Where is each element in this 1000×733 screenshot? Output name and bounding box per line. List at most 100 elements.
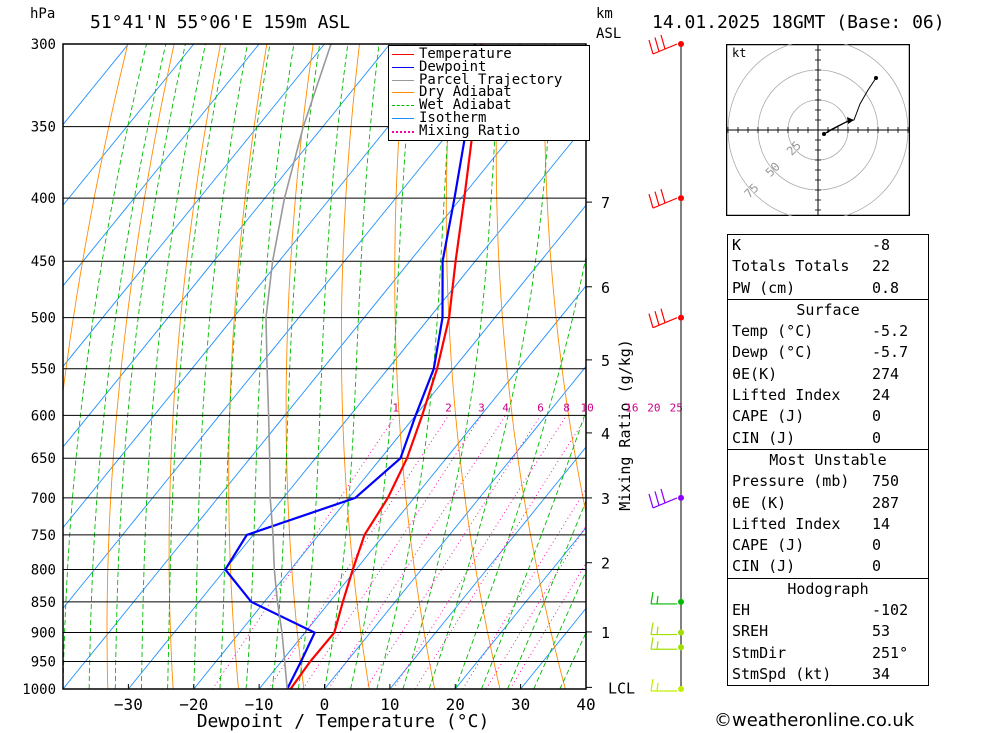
index-label: StmDir bbox=[732, 643, 787, 662]
mixing-ratio-label: 16 bbox=[625, 401, 638, 414]
index-label: θE (K) bbox=[732, 493, 787, 512]
index-row: Temp (°C) -5.2 bbox=[728, 321, 928, 342]
legend-entry: Mixing Ratio bbox=[389, 122, 589, 139]
datetime-title: 14.01.2025 18GMT (Base: 06) bbox=[652, 12, 945, 33]
pressure-tick-label: 750 bbox=[31, 528, 56, 544]
pressure-tick-label: 700 bbox=[31, 491, 56, 507]
index-label: CAPE (J) bbox=[732, 407, 805, 426]
legend-swatch bbox=[392, 79, 414, 81]
legend-entry: Isotherm bbox=[389, 111, 589, 125]
index-value: -8 bbox=[872, 236, 891, 254]
mixing-ratio-label: 4 bbox=[502, 401, 509, 414]
mixing-ratio-label: 8 bbox=[563, 401, 570, 414]
index-value: -5.7 bbox=[872, 343, 909, 362]
index-label: CAPE (J) bbox=[732, 536, 805, 555]
index-value: 274 bbox=[872, 364, 900, 383]
hodograph-point bbox=[874, 76, 878, 80]
isotherm-line bbox=[520, 607, 586, 689]
wet-adiabat-line bbox=[324, 44, 380, 689]
wet-adiabat-line bbox=[271, 44, 321, 689]
index-value: 0.8 bbox=[872, 278, 900, 297]
chart-legend: Temperature Dewpoint Parcel Trajectory Dry … bbox=[388, 45, 590, 141]
index-row: θE(K) 274 bbox=[728, 364, 928, 385]
mixing-ratio-line bbox=[462, 488, 586, 689]
index-label: Pressure (mb) bbox=[732, 472, 850, 491]
wind-barb bbox=[648, 488, 678, 509]
series-line-dewpoint bbox=[223, 44, 476, 689]
surface-title: Surface bbox=[796, 300, 860, 319]
km-tick-label: 1 bbox=[601, 624, 610, 642]
isotherm-line bbox=[454, 527, 586, 689]
index-label: EH bbox=[732, 601, 751, 620]
km-unit-label: km bbox=[596, 6, 613, 22]
wind-barb bbox=[650, 622, 677, 636]
wind-barb bbox=[650, 637, 677, 650]
x-tick-label: 0 bbox=[320, 695, 330, 714]
index-value: 34 bbox=[872, 664, 891, 683]
index-value: 0 bbox=[872, 536, 882, 555]
index-row: Lifted Index 14 bbox=[728, 514, 928, 535]
hodograph-point bbox=[822, 132, 826, 136]
mixing-ratio-line bbox=[392, 415, 567, 689]
legend-swatch bbox=[392, 92, 414, 94]
wind-level-dot bbox=[678, 195, 684, 202]
pressure-tick-label: 400 bbox=[31, 191, 56, 207]
wind-barb bbox=[648, 188, 678, 209]
storm-motion-arrow bbox=[847, 117, 854, 124]
legend-label: Temperature bbox=[419, 46, 512, 62]
wind-level-dot bbox=[678, 644, 684, 651]
index-value: 14 bbox=[872, 514, 891, 533]
index-row: EH -102 bbox=[728, 600, 928, 621]
pressure-tick-label: 850 bbox=[31, 595, 56, 611]
pressure-tick-label: 550 bbox=[31, 362, 56, 378]
legend-label: Mixing Ratio bbox=[419, 122, 521, 139]
x-tick-label: −20 bbox=[179, 695, 208, 714]
mixing-ratio-line bbox=[302, 415, 482, 689]
km-tick-label: 5 bbox=[601, 352, 610, 370]
mixing-ratio-label: 10 bbox=[580, 401, 593, 414]
dry-adiabat-line bbox=[228, 44, 268, 689]
index-row: K -8 bbox=[728, 235, 928, 256]
wind-barb bbox=[648, 34, 678, 55]
index-value: 22 bbox=[872, 257, 891, 276]
wet-adiabat-line bbox=[245, 44, 295, 689]
isotherm-line bbox=[63, 44, 456, 529]
index-row: CIN (J) 0 bbox=[728, 556, 928, 577]
dry-adiabat-line bbox=[168, 44, 221, 689]
mixing-ratio-axis-label: Mixing Ratio (g/kg) bbox=[616, 339, 634, 511]
wind-level-dot bbox=[678, 41, 684, 47]
wind-level-dot bbox=[678, 494, 684, 501]
index-row: Totals Totals 22 bbox=[728, 256, 928, 277]
x-tick-label: 20 bbox=[446, 695, 465, 714]
index-row: Dewp (°C) -5.7 bbox=[728, 342, 928, 363]
mixing-ratio-line bbox=[365, 415, 541, 689]
index-label: CIN (J) bbox=[732, 557, 796, 576]
index-row: θE (K) 287 bbox=[728, 493, 928, 514]
index-label: Totals Totals bbox=[732, 257, 850, 276]
mixing-ratio-label: 25 bbox=[670, 401, 683, 414]
km-tick-label: 7 bbox=[601, 194, 610, 212]
legend-swatch bbox=[392, 54, 414, 55]
wet-adiabat-line bbox=[507, 500, 586, 689]
index-value: 750 bbox=[872, 472, 900, 491]
wet-adiabat-line bbox=[167, 44, 227, 689]
legend-label: Dry Adiabat bbox=[419, 84, 512, 101]
x-tick-label: 40 bbox=[576, 695, 595, 714]
wet-adiabat-line bbox=[219, 44, 271, 689]
pressure-tick-label: 900 bbox=[31, 626, 56, 642]
wind-barb bbox=[650, 678, 677, 692]
pressure-tick-label: 800 bbox=[31, 562, 56, 578]
index-value: 287 bbox=[872, 493, 900, 512]
isotherm-line bbox=[63, 44, 195, 206]
dry-adiabat-line bbox=[63, 44, 129, 396]
index-row: StmSpd (kt) 34 bbox=[728, 664, 928, 685]
mixing-ratio-label: 20 bbox=[647, 401, 660, 414]
index-row: SREH 53 bbox=[728, 621, 928, 642]
storm-motion-vector bbox=[823, 120, 849, 135]
index-row: Lifted Index 24 bbox=[728, 385, 928, 406]
index-label: Temp (°C) bbox=[732, 322, 814, 341]
mixing-ratio-label: 3 bbox=[478, 401, 485, 414]
index-value: 251° bbox=[872, 643, 909, 662]
mixing-ratio-label: 6 bbox=[537, 401, 544, 414]
